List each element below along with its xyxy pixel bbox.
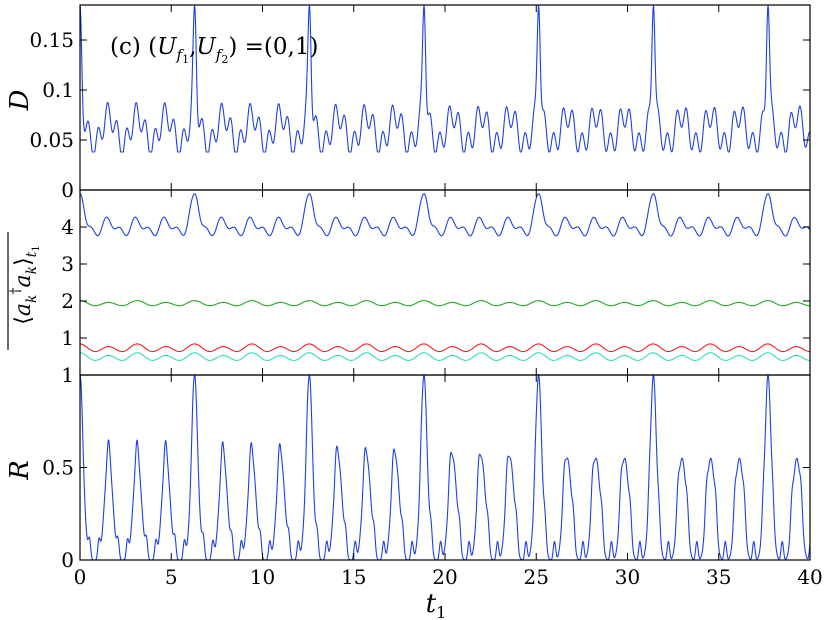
y-tick-label: 0.15 [29,28,74,52]
x-tick-label: 30 [615,565,640,589]
y-tick-label: 2 [61,289,74,313]
y-tick-label: 3 [61,252,74,276]
x-tick-label: 15 [341,565,366,589]
y-tick-label: 0.5 [42,456,74,480]
xlabel-t1: t1 [426,589,447,620]
y-tick-label: 0 [61,178,74,202]
series-line-1-3 [80,352,810,361]
series-line-0-0 [80,5,810,153]
panel-annotation: (c) (Uf1,Uf2) =(0,1) [110,34,318,66]
y-tick-label: 0.1 [42,78,74,102]
y-tick-label: 1 [61,326,74,350]
ylabel-d: D [5,89,35,111]
panel-bottom-r: 0 0.5 0 5 10 15 20 25 30 35 40 [42,374,823,589]
x-tick-label: 10 [250,565,275,589]
x-tick-label: 35 [706,565,731,589]
plot-frame [79,374,811,561]
y-tick-label: 0 [61,548,74,572]
plot-frame [79,189,811,376]
series-line-2-0 [80,375,810,560]
x-tick-label: 25 [524,565,549,589]
x-tick-label: 5 [165,565,178,589]
panel-middle-occupation: 1 1 2 3 4 [61,189,811,387]
series-line-1-2 [80,343,810,353]
x-tick-label: 0 [74,565,87,589]
y-tick-label: 1 [61,363,74,387]
series-line-1-1 [80,300,810,307]
y-tick-label: 4 [61,215,74,239]
plot-frame [79,4,811,191]
series-line-1-0 [80,193,810,237]
ylabel-r: R [5,460,35,481]
ylabel-occupation: ⟨ak†ak⟩t1 [8,245,42,324]
x-tick-label: 40 [797,565,822,589]
x-tick-label: 20 [432,565,457,589]
y-tick-label: 0.05 [29,128,74,152]
